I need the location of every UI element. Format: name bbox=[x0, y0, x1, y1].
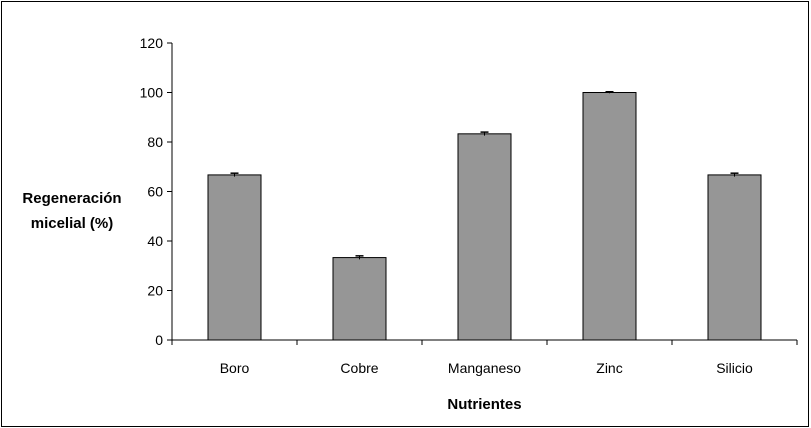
y-tick-label: 80 bbox=[147, 134, 163, 150]
x-tick-label: Boro bbox=[220, 360, 250, 376]
x-axis-title: Nutrientes bbox=[447, 396, 521, 413]
y-tick-label: 60 bbox=[147, 184, 163, 200]
x-tick-label: Cobre bbox=[340, 360, 378, 376]
y-tick-label: 40 bbox=[147, 233, 163, 249]
x-tick-label: Zinc bbox=[596, 360, 622, 376]
y-tick-label: 0 bbox=[155, 332, 163, 348]
x-axis-ticks: Boro Cobre Manganeso Zinc Silicio bbox=[171, 340, 798, 376]
y-tick-label: 100 bbox=[140, 85, 164, 101]
y-axis-ticks: 0 20 40 60 80 100 120 bbox=[140, 35, 172, 348]
bar-silicio bbox=[707, 174, 762, 341]
y-tick-label: 120 bbox=[140, 35, 164, 51]
x-tick-label: Manganeso bbox=[448, 360, 521, 376]
bar-cobre bbox=[332, 257, 387, 341]
bar-zinc bbox=[582, 92, 637, 341]
y-tick-label: 20 bbox=[147, 283, 163, 299]
bar-manganeso bbox=[457, 133, 512, 341]
y-axis-title-line-1: Regeneración bbox=[22, 190, 121, 207]
bar-boro bbox=[207, 174, 262, 341]
y-axis-title-line-2: micelial (%) bbox=[31, 215, 114, 232]
bars bbox=[207, 91, 762, 341]
x-tick-label: Silicio bbox=[716, 360, 753, 376]
